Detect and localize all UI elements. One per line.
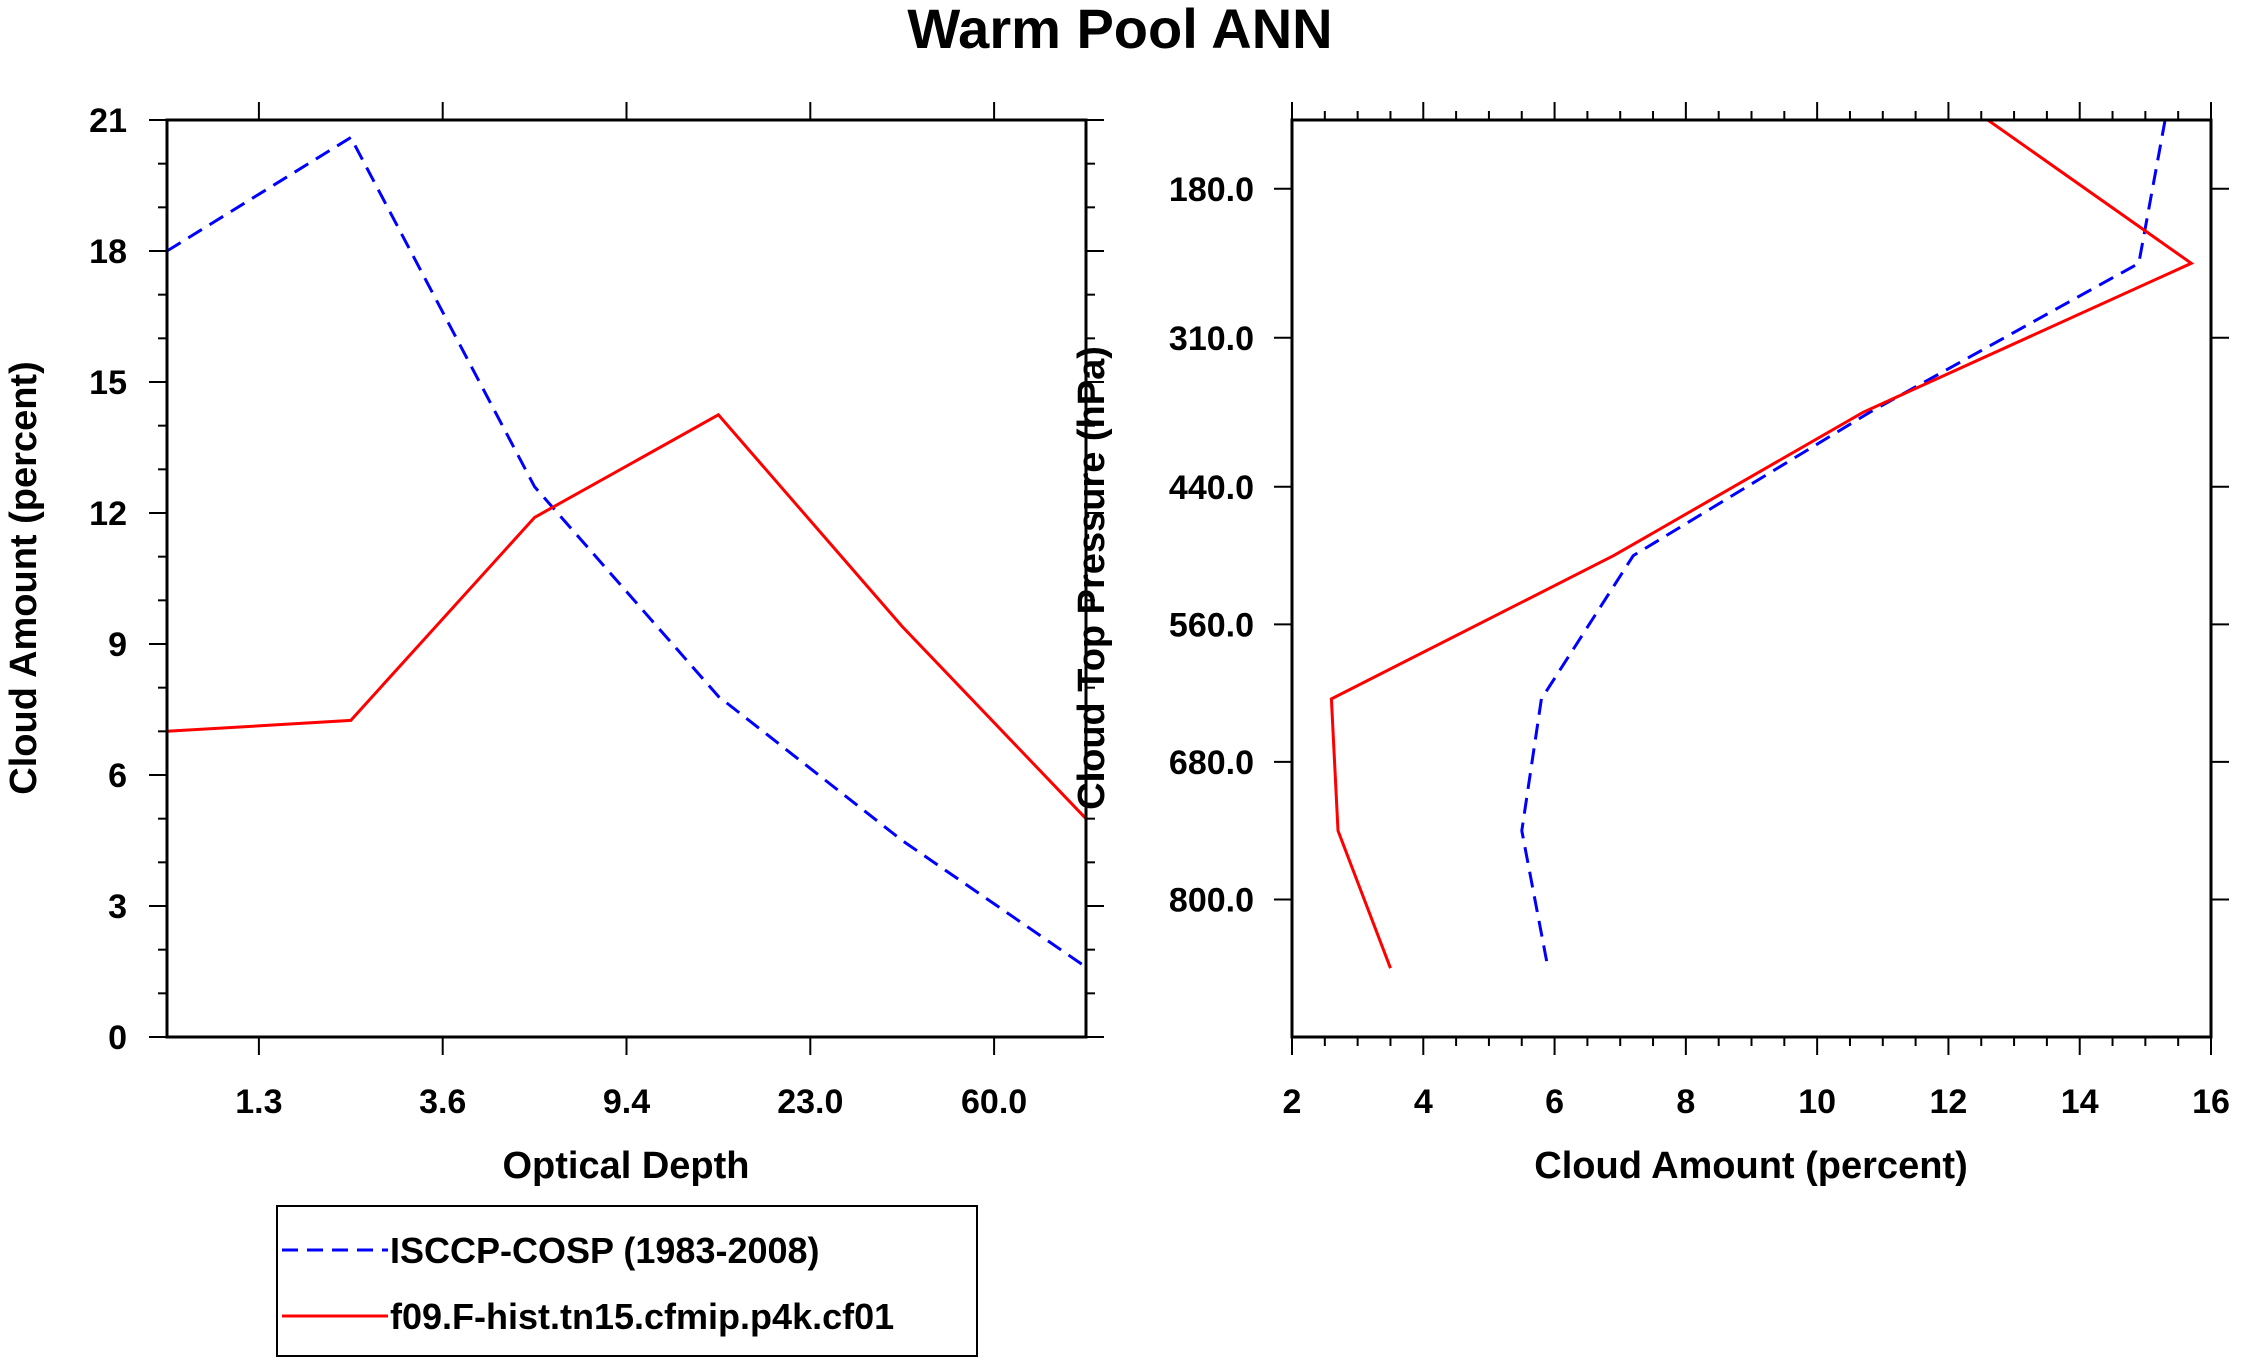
right-y-tick-label: 680.0 (1169, 744, 1254, 782)
left-y-tick-label: 12 (89, 495, 127, 533)
right-y-tick-label: 310.0 (1169, 320, 1254, 358)
left-y-tick-label: 0 (108, 1019, 127, 1057)
right-y-tick-label: 560.0 (1169, 606, 1254, 644)
left-x-tick-label: 60.0 (961, 1083, 1027, 1121)
left-y-tick-labels: 0 3 6 9 12 15 18 21 (89, 102, 127, 1057)
right-y-tick-labels: 180.0 310.0 440.0 560.0 680.0 800.0 (1169, 171, 1254, 920)
right-x-tick-labels: 2 4 6 8 10 12 14 16 (1283, 1083, 2230, 1121)
left-panel: 0 3 6 9 12 15 18 21 1.3 3.6 9.4 23.0 60.0 Optical D… (3, 102, 1104, 1187)
left-y-tick-label: 9 (108, 626, 127, 664)
left-x-tick-label: 9.4 (603, 1083, 650, 1121)
left-x-axis-label: Optical Depth (502, 1145, 749, 1187)
left-y-tick-label: 15 (89, 364, 127, 402)
left-x-tick-labels: 1.3 3.6 9.4 23.0 60.0 (235, 1083, 1027, 1121)
right-plot-frame (1290, 118, 2213, 1039)
right-axis-ticks (1274, 102, 2229, 1055)
right-y-tick-label: 180.0 (1169, 171, 1254, 209)
left-x-tick-label: 3.6 (419, 1083, 466, 1121)
right-x-tick-label: 16 (2192, 1083, 2230, 1121)
left-series-line-model (166, 412, 1088, 820)
left-y-tick-label: 18 (89, 233, 127, 271)
left-y-tick-label: 3 (108, 888, 127, 926)
right-x-tick-label: 4 (1414, 1083, 1433, 1121)
right-panel: 180.0 310.0 440.0 560.0 680.0 800.0 2 4 6 8 10 12 1… (1071, 102, 2230, 1187)
legend-label-isccp: ISCCP-COSP (1983-2008) (390, 1230, 820, 1271)
legend-box (276, 1205, 978, 1357)
left-axis-ticks (149, 102, 1104, 1055)
left-series-group (166, 135, 1088, 969)
right-y-tick-label: 440.0 (1169, 469, 1254, 507)
left-x-tick-label: 23.0 (777, 1083, 843, 1121)
right-y-axis-label: Cloud Top Pressure (hPa) (1071, 346, 1113, 810)
left-x-tick-label: 1.3 (235, 1083, 282, 1121)
left-plot-frame (165, 118, 1088, 1039)
right-x-tick-label: 6 (1545, 1083, 1564, 1121)
right-x-axis-label: Cloud Amount (percent) (1534, 1145, 1967, 1187)
right-x-tick-label: 12 (1930, 1083, 1968, 1121)
left-y-tick-label: 21 (89, 102, 127, 140)
right-series-group (1329, 118, 2195, 969)
right-series-line-model (1329, 118, 2195, 969)
right-y-tick-label: 800.0 (1169, 881, 1254, 919)
left-y-axis-label: Cloud Amount (percent) (3, 361, 45, 794)
left-y-tick-label: 6 (108, 757, 127, 795)
right-x-tick-label: 8 (1676, 1083, 1695, 1121)
legend-label-model: f09.F-hist.tn15.cfmip.p4k.cf01 (390, 1296, 894, 1337)
right-x-tick-label: 10 (1798, 1083, 1836, 1121)
right-series-line-isccp (1520, 119, 2167, 969)
left-series-line-isccp (166, 135, 1087, 969)
legend: ISCCP-COSP (1983-2008) f09.F-hist.tn15.c… (276, 1205, 978, 1357)
chart-title: Warm Pool ANN (907, 0, 1332, 60)
right-x-tick-label: 14 (2061, 1083, 2099, 1121)
right-x-tick-label: 2 (1283, 1083, 1302, 1121)
